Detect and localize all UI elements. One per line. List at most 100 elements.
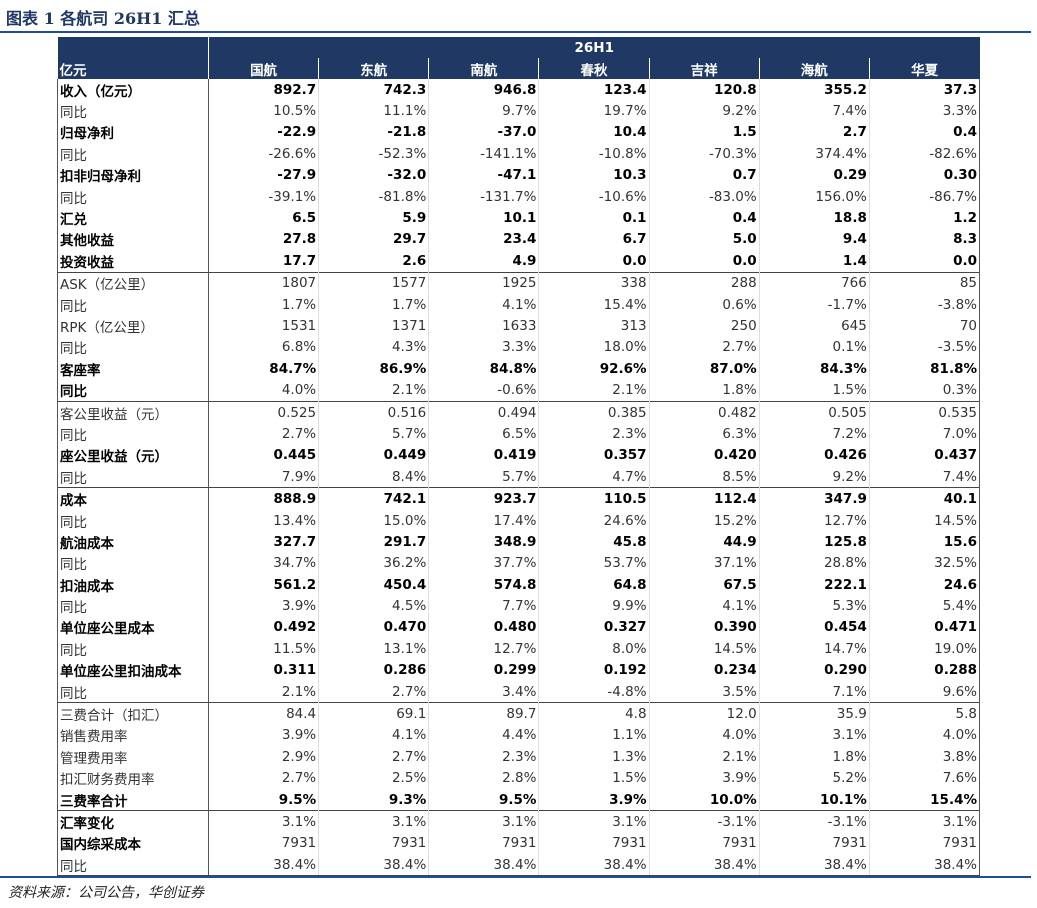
row-label: 三费合计（扣汇） <box>57 702 209 725</box>
value-cell: 9.9% <box>538 595 650 617</box>
value-cell: 38.4% <box>648 854 760 877</box>
value-cell: 3.5% <box>648 680 760 703</box>
row-label: 同比 <box>57 336 209 359</box>
value-cell: 0.29 <box>758 164 870 186</box>
value-cell: 0.505 <box>758 400 870 424</box>
row-label: 同比 <box>57 595 209 617</box>
row-label: 同比 <box>57 509 209 532</box>
value-cell: 7931 <box>318 832 429 855</box>
value-cell: 156.0% <box>758 185 870 208</box>
value-cell: 24.6 <box>868 573 981 596</box>
value-cell: 9.4 <box>758 228 870 251</box>
row-label: 其他收益 <box>57 228 209 251</box>
value-cell: 1.7% <box>318 293 429 316</box>
value-cell: 125.8 <box>758 531 870 553</box>
data-row: 收入（亿元） 892.7 742.3 946.8 123.4 120.8 355.2 37.3 <box>57 79 981 101</box>
row-label: ASK（亿公里） <box>57 271 209 294</box>
value-cell: 35.9 <box>758 702 870 725</box>
value-cell: -27.9 <box>207 164 319 186</box>
value-cell: 4.9 <box>428 250 539 273</box>
value-cell: 34.7% <box>207 552 319 574</box>
row-label: 同比 <box>57 854 209 877</box>
value-cell: 6.5% <box>428 423 539 445</box>
value-cell: 0.4 <box>868 121 981 144</box>
value-cell: 11.5% <box>207 638 319 660</box>
value-cell: 9.3% <box>318 788 429 811</box>
column-header: 南航 <box>428 58 539 79</box>
value-cell: 8.0% <box>538 638 650 660</box>
value-cell: 1925 <box>428 271 539 294</box>
value-cell: 1.4 <box>758 250 870 273</box>
value-cell: 28.8% <box>758 552 870 574</box>
value-cell: 1.5% <box>538 767 650 789</box>
value-cell: 0.419 <box>428 444 539 467</box>
value-cell: 69.1 <box>318 702 429 725</box>
value-cell: 0.30 <box>868 164 981 186</box>
row-label: 国内综采成本 <box>57 832 209 855</box>
value-cell: 38.4% <box>758 854 870 877</box>
value-cell: 1.8% <box>648 379 760 402</box>
value-cell: 3.1% <box>207 810 319 833</box>
value-cell: 4.1% <box>648 595 760 617</box>
value-cell: 0.420 <box>648 444 760 467</box>
value-cell: 15.4% <box>538 293 650 316</box>
value-cell: 23.4 <box>428 228 539 251</box>
value-cell: -3.1% <box>648 810 760 833</box>
value-cell: 3.3% <box>428 336 539 359</box>
value-cell: 3.4% <box>428 680 539 703</box>
value-cell: 6.7 <box>538 228 650 251</box>
value-cell: -3.1% <box>758 810 870 833</box>
column-header: 海航 <box>758 58 870 79</box>
value-cell: 2.7% <box>207 767 319 789</box>
value-cell: 946.8 <box>428 79 539 101</box>
value-cell: 348.9 <box>428 531 539 553</box>
value-cell: -22.9 <box>207 121 319 144</box>
unit-header: 亿元 <box>57 58 209 79</box>
value-cell: 3.8% <box>868 746 981 768</box>
value-cell: 0.288 <box>868 659 981 681</box>
value-cell: -86.7% <box>868 185 981 208</box>
value-cell: 2.9% <box>207 746 319 768</box>
source-note: 资料来源：公司公告，华创证券 <box>8 885 204 901</box>
data-row: 同比 10.5% 11.1% 9.7% 19.7% 9.2% 7.4% 3.3% <box>57 100 981 122</box>
value-cell: 1633 <box>428 315 539 337</box>
data-row: 归母净利 -22.9 -21.8 -37.0 10.4 1.5 2.7 0.4 <box>57 121 981 144</box>
value-cell: 2.7% <box>207 423 319 445</box>
value-cell: 123.4 <box>538 79 650 101</box>
value-cell: 84.8% <box>428 358 539 380</box>
value-cell: 7.4% <box>868 466 981 488</box>
value-cell: 8.3 <box>868 228 981 251</box>
data-row: 客座率 84.7% 86.9% 84.8% 92.6% 87.0% 84.3% 81.8% <box>57 358 981 380</box>
value-cell: 7931 <box>758 832 870 855</box>
value-cell: 2.7% <box>318 746 429 768</box>
value-cell: 10.4 <box>538 121 650 144</box>
value-cell: 2.3% <box>428 746 539 768</box>
value-cell: 3.9% <box>207 724 319 747</box>
value-cell: -70.3% <box>648 143 760 165</box>
row-label: 销售费用率 <box>57 724 209 747</box>
value-cell: 0.1% <box>758 336 870 359</box>
value-cell: 1371 <box>318 315 429 337</box>
value-cell: 355.2 <box>758 79 870 101</box>
value-cell: 38.4% <box>207 854 319 877</box>
row-label: 客公里收益（元） <box>57 400 209 424</box>
row-label: 三费率合计 <box>57 788 209 811</box>
value-cell: 120.8 <box>648 79 760 101</box>
data-row: 单位座公里扣油成本 0.311 0.286 0.299 0.192 0.234 0.290 0… <box>57 659 981 681</box>
value-cell: 14.5% <box>648 638 760 660</box>
value-cell: 0.525 <box>207 400 319 424</box>
value-cell: 24.6% <box>538 509 650 532</box>
value-cell: 67.5 <box>648 573 760 596</box>
value-cell: 0.290 <box>758 659 870 681</box>
data-row: 同比 4.0% 2.1% -0.6% 2.1% 1.8% 1.5% 0.3% <box>57 379 981 402</box>
column-header: 国航 <box>207 58 319 79</box>
row-label: 航油成本 <box>57 531 209 553</box>
value-cell: 250 <box>648 315 760 337</box>
value-cell: 53.7% <box>538 552 650 574</box>
value-cell: 2.7 <box>758 121 870 144</box>
value-cell: 70 <box>868 315 981 337</box>
value-cell: 766 <box>758 271 870 294</box>
column-header: 春秋 <box>538 58 650 79</box>
value-cell: 3.9% <box>538 788 650 811</box>
